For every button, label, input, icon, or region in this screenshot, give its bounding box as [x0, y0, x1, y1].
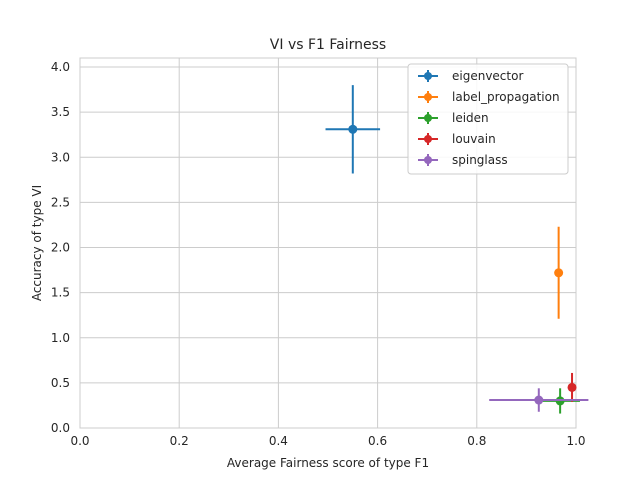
- legend-box: [407, 63, 569, 175]
- y-tick-label: 3.5: [51, 105, 70, 119]
- data-marks: [325, 85, 589, 414]
- legend-item-label_propagation: label_propagation: [418, 90, 560, 104]
- legend-label: eigenvector: [452, 69, 523, 83]
- legend-label: label_propagation: [452, 90, 560, 104]
- series-spinglass: [489, 388, 589, 412]
- data-point: [534, 395, 544, 405]
- y-tick-label: 1.0: [51, 331, 70, 345]
- y-axis-label: Accuracy of type VI: [30, 185, 44, 301]
- data-point: [348, 124, 358, 134]
- y-tick-label: 2.5: [51, 195, 70, 209]
- y-tick-label: 0.0: [51, 421, 70, 435]
- y-tick-label: 3.0: [51, 150, 70, 164]
- y-tick-label: 0.5: [51, 376, 70, 390]
- x-tick-label: 0.2: [170, 434, 189, 448]
- data-point: [554, 268, 564, 278]
- legend-label: leiden: [452, 111, 489, 125]
- legend-item-eigenvector: eigenvector: [418, 69, 523, 83]
- legend-marker: [424, 156, 432, 164]
- x-tick-label: 1.0: [566, 434, 585, 448]
- y-tick-label: 2.0: [51, 241, 70, 255]
- series-label_propagation: [554, 226, 564, 319]
- series-eigenvector: [325, 85, 381, 174]
- legend-marker: [424, 114, 432, 122]
- legend-label: spinglass: [452, 153, 508, 167]
- legend-label: louvain: [452, 132, 496, 146]
- legend-item-louvain: louvain: [418, 132, 496, 146]
- y-tick-label: 4.0: [51, 60, 70, 74]
- legend-marker: [424, 93, 432, 101]
- x-tick-labels: 0.0 0.2 0.4 0.6 0.8 1.0: [70, 434, 585, 448]
- legend-marker: [424, 135, 432, 143]
- data-point: [567, 382, 577, 392]
- plot-frame: [79, 57, 577, 429]
- grid-lines: [79, 58, 577, 429]
- chart-title: VI vs F1 Fairness: [270, 37, 386, 53]
- x-tick-label: 0.8: [467, 434, 486, 448]
- y-tick-label: 1.5: [51, 286, 70, 300]
- legend-item-spinglass: spinglass: [418, 153, 508, 167]
- legend-item-leiden: leiden: [418, 111, 489, 125]
- x-tick-label: 0.6: [368, 434, 387, 448]
- x-axis-label: Average Fairness score of type F1: [227, 456, 429, 470]
- series-louvain: [567, 372, 577, 402]
- x-tick-label: 0.4: [269, 434, 288, 448]
- y-tick-labels: 0.0 0.5 1.0 1.5 2.0 2.5 3.0 3.5 4.0: [51, 60, 70, 435]
- x-tick-label: 0.0: [70, 434, 89, 448]
- legend-marker: [424, 72, 432, 80]
